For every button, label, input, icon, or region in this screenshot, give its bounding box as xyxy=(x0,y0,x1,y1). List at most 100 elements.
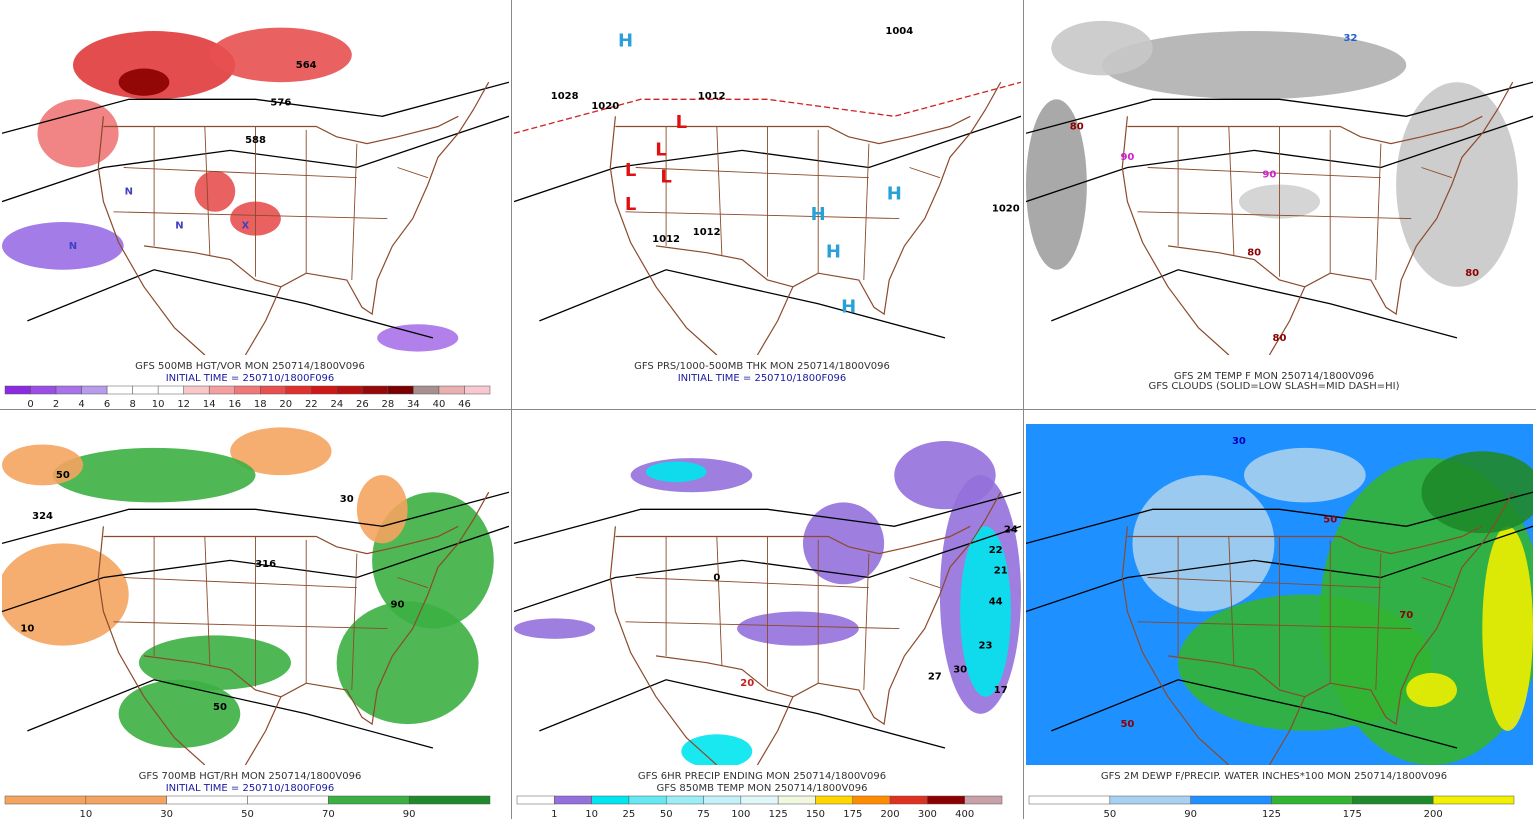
colorbar-label: 34 xyxy=(407,399,420,410)
shaded-area xyxy=(194,170,236,212)
map-label: N xyxy=(125,186,133,197)
colorbar-swatch xyxy=(336,385,363,395)
state-line xyxy=(113,621,388,630)
shaded-area xyxy=(1396,82,1518,287)
colorbar-swatch xyxy=(208,385,235,395)
coastline xyxy=(244,491,490,765)
map-label: H xyxy=(618,30,633,51)
shaded-area xyxy=(1244,447,1366,503)
colorbar-swatch xyxy=(30,385,57,395)
caption: INITIAL TIME = 250710/1800F096 xyxy=(678,373,847,384)
shaded-area xyxy=(118,68,170,96)
colorbar-swatch xyxy=(166,795,248,805)
colorbar-swatch xyxy=(387,385,414,395)
contour xyxy=(514,81,1021,134)
shaded-area xyxy=(894,441,996,510)
shaded-area xyxy=(1132,475,1275,612)
map-label: 1020 xyxy=(992,203,1020,214)
map-label: 24 xyxy=(1004,525,1018,536)
shaded-area xyxy=(230,427,332,476)
map-label: H xyxy=(887,184,902,205)
panel: 80 90 90 80 80 80 32 GFS 2M TEMP F MON 250714/1… xyxy=(1026,14,1533,392)
state-line xyxy=(113,211,388,220)
map-label: 44 xyxy=(989,596,1003,607)
state-line xyxy=(635,167,869,179)
shaded-area xyxy=(681,734,753,765)
state-line xyxy=(1137,211,1412,220)
colorbar-label: 14 xyxy=(203,399,216,410)
shaded-area xyxy=(2,222,124,270)
colorbar-swatch xyxy=(591,795,630,805)
colorbar-swatch xyxy=(438,385,465,395)
colorbar-label: 22 xyxy=(305,399,318,410)
colorbar-swatch xyxy=(260,385,287,395)
map-label: H xyxy=(841,296,856,317)
colorbar-swatch xyxy=(1028,795,1111,805)
map-label: N xyxy=(69,241,77,252)
map-label: 90 xyxy=(1120,152,1134,163)
contour xyxy=(514,525,1021,613)
contour xyxy=(2,491,509,545)
coastline xyxy=(615,115,971,145)
contour xyxy=(1026,525,1533,613)
colorbar-swatch xyxy=(703,795,742,805)
coastline xyxy=(244,81,490,355)
coastline xyxy=(1121,526,1230,765)
colorbar-swatch xyxy=(157,385,184,395)
shaded-area xyxy=(209,27,352,83)
map-label: N xyxy=(175,220,183,231)
shaded-area xyxy=(72,31,236,100)
map-label: 1012 xyxy=(698,91,726,102)
map-label: 0 xyxy=(713,572,720,583)
map-label: H xyxy=(826,242,841,263)
shaded-area xyxy=(37,99,119,168)
state-line xyxy=(909,167,941,179)
shaded-area xyxy=(645,461,707,482)
state-line xyxy=(909,577,941,589)
colorbar-swatch xyxy=(852,795,891,805)
panel: 564 576 588 N N N X GFS 500MB HGT/VOR MON 25071… xyxy=(2,14,509,410)
state-line xyxy=(635,577,869,589)
map-label: 70 xyxy=(1399,610,1413,621)
state-line xyxy=(351,143,358,281)
colorbar-label: 90 xyxy=(1184,809,1197,819)
coastline xyxy=(609,526,718,765)
colorbar-label: 8 xyxy=(129,399,135,410)
shaded-area xyxy=(2,444,84,486)
map-label: 1012 xyxy=(693,227,721,238)
map-label: 50 xyxy=(1323,514,1337,525)
map-label: L xyxy=(660,167,671,188)
coastline xyxy=(1127,115,1483,145)
map-label: 90 xyxy=(1262,169,1276,180)
state-line xyxy=(1147,167,1381,179)
shaded-area xyxy=(514,618,596,639)
colorbar-swatch xyxy=(285,385,312,395)
contour xyxy=(539,269,946,339)
colorbar-label: 50 xyxy=(660,809,673,819)
map-label: 20 xyxy=(740,678,754,689)
shaded-area xyxy=(1051,20,1153,76)
panel: 50 30 50 70 GFS 2M DEWP F/PRECIP. WATER INCH… xyxy=(1026,424,1533,819)
coastline xyxy=(97,116,206,355)
map-label: 1028 xyxy=(551,91,579,102)
coastline xyxy=(103,115,459,145)
shaded-area xyxy=(1482,526,1533,731)
colorbar-label: 400 xyxy=(955,809,974,819)
contour xyxy=(1051,269,1458,339)
map-label: 50 xyxy=(1120,719,1134,730)
colorbar-swatch xyxy=(81,385,108,395)
shaded-area xyxy=(1102,31,1407,100)
colorbar-label: 90 xyxy=(403,809,416,819)
shaded-area xyxy=(1406,672,1457,708)
colorbar-label: 300 xyxy=(918,809,937,819)
map-label: 1020 xyxy=(591,101,619,112)
map-label: 23 xyxy=(979,641,993,652)
colorbar-label: 40 xyxy=(433,399,446,410)
colorbar-swatch xyxy=(1109,795,1191,805)
colorbar-swatch xyxy=(1352,795,1434,805)
state-line xyxy=(1375,553,1382,691)
